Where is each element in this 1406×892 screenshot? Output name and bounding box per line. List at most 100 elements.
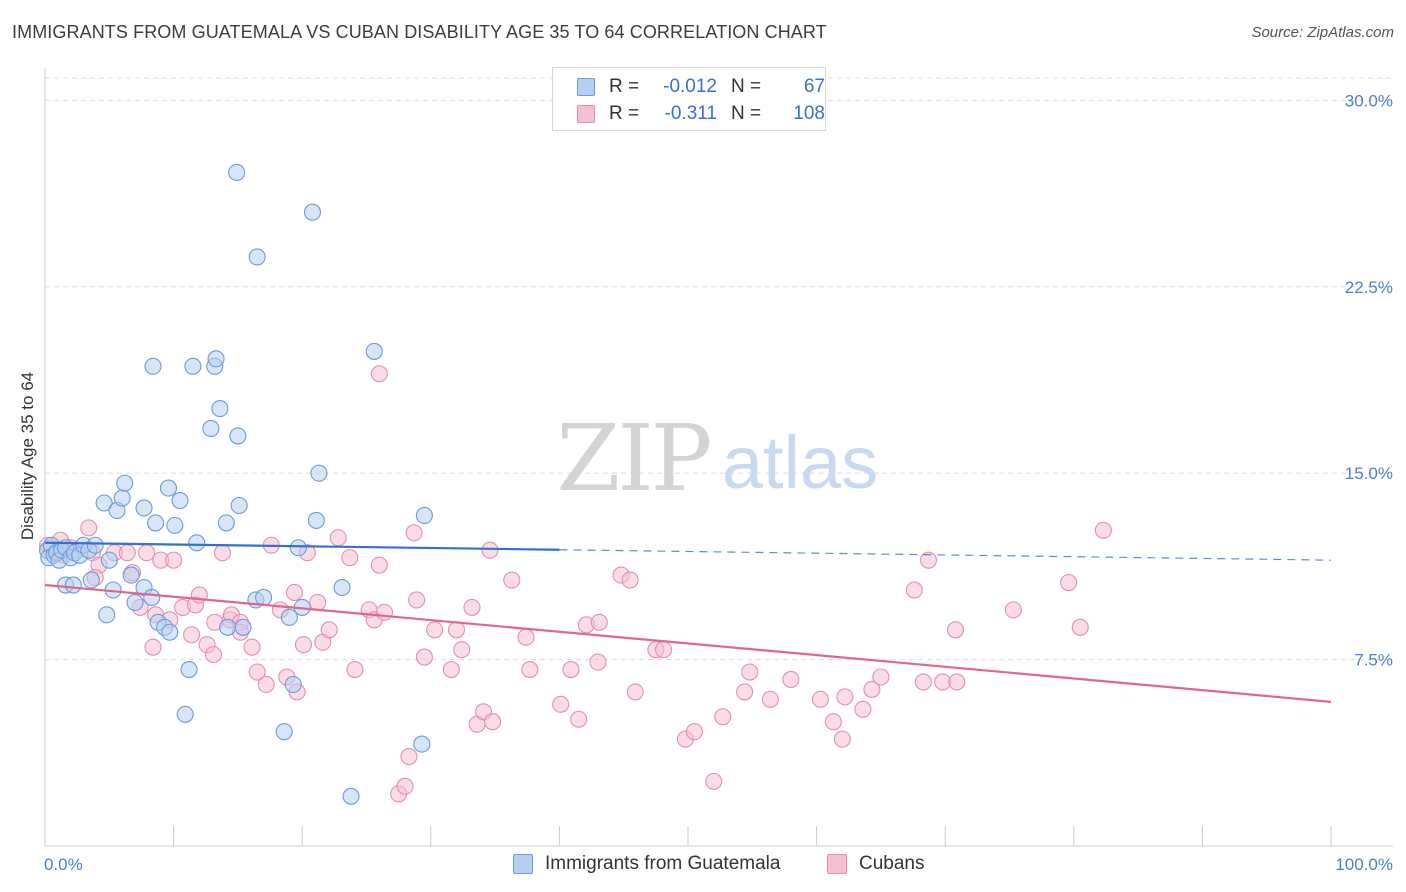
trend-lines (44, 541, 1332, 703)
data-point (248, 663, 266, 681)
legend-r-value: -0.012 (663, 76, 717, 97)
data-point (370, 365, 388, 383)
data-point (481, 541, 499, 559)
data-point (426, 621, 444, 639)
data-point (914, 673, 932, 691)
data-point (126, 593, 144, 611)
y-tick-label: 7.5% (1354, 651, 1393, 670)
data-point (95, 494, 113, 512)
data-point (138, 544, 156, 562)
data-point (207, 350, 225, 368)
data-point (370, 556, 388, 574)
legend-r-label: R = (609, 103, 640, 124)
data-point (80, 519, 98, 537)
data-point (255, 588, 273, 607)
data-point (854, 700, 872, 718)
data-point (147, 514, 165, 532)
data-point (836, 688, 854, 706)
data-point (183, 626, 201, 644)
data-point (171, 491, 189, 510)
legend-n-label: N = (731, 103, 762, 124)
data-point (82, 571, 100, 589)
bottom-legend-swatch-pink (827, 854, 847, 874)
legend: R = -0.012 N = 67 R = -0.311 N = 108 (552, 67, 826, 131)
legend-swatch-pink (577, 105, 595, 123)
bottom-legend: Immigrants from Guatemala Cubans (0, 852, 1406, 878)
watermark: ZIP atlas (556, 405, 878, 512)
data-point (303, 203, 322, 221)
bottom-legend-label: Cubans (859, 853, 925, 874)
data-point (405, 524, 423, 542)
data-point (562, 660, 580, 679)
data-point (116, 474, 134, 492)
data-point (86, 536, 104, 554)
data-point (285, 583, 304, 602)
data-point (329, 529, 347, 547)
data-point (413, 735, 431, 753)
data-point (415, 506, 433, 524)
data-point (503, 571, 521, 589)
data-point (714, 708, 732, 726)
data-point (289, 539, 307, 557)
data-point (202, 419, 220, 437)
data-point (161, 623, 179, 641)
data-point (135, 499, 153, 517)
data-point (180, 660, 198, 679)
data-point (626, 683, 644, 701)
data-point (946, 621, 965, 639)
data-point (184, 357, 202, 375)
source-label: Source: ZipAtlas.com (1251, 24, 1394, 41)
data-point (517, 628, 535, 646)
y-tick-label: 30.0% (1345, 91, 1393, 110)
data-point (211, 400, 229, 418)
series-guatemala (39, 163, 433, 805)
trend-line-guatemala-projected (559, 549, 1332, 561)
data-point (176, 705, 194, 723)
data-point (188, 534, 206, 552)
legend-n-label: N = (731, 76, 762, 97)
data-point (342, 787, 360, 805)
data-point (655, 641, 673, 659)
data-point (243, 638, 261, 656)
data-point (275, 723, 293, 741)
data-point (219, 618, 237, 636)
data-point (217, 514, 235, 532)
data-point (228, 163, 246, 181)
x-tick-label: 100.0% (1335, 855, 1393, 874)
data-point (905, 581, 923, 599)
data-point (782, 670, 800, 689)
data-point (872, 668, 890, 686)
data-point (685, 723, 703, 741)
data-point (159, 479, 178, 497)
data-point (98, 606, 116, 624)
data-point (1094, 521, 1112, 539)
data-point (122, 566, 140, 584)
data-point (248, 248, 266, 266)
data-point (280, 608, 298, 626)
data-point (346, 660, 364, 679)
data-point (100, 551, 118, 569)
data-point (284, 675, 302, 693)
y-tick-label: 15.0% (1345, 464, 1393, 483)
data-point (375, 603, 394, 621)
data-point (948, 673, 966, 691)
data-point (442, 660, 460, 679)
x-tick-label: 0.0% (44, 855, 83, 874)
watermark-atlas: atlas (722, 421, 878, 504)
bottom-legend-swatch-blue (513, 854, 533, 874)
watermark-zip: ZIP (556, 405, 709, 512)
data-point (590, 613, 608, 631)
data-point (396, 777, 414, 795)
data-point (118, 544, 136, 562)
chart-title: IMMIGRANTS FROM GUATEMALA VS CUBAN DISAB… (12, 22, 827, 42)
data-point (863, 680, 881, 698)
data-point (213, 544, 232, 562)
data-point (570, 710, 588, 728)
trend-line-guatemala (44, 541, 560, 551)
data-point (736, 683, 754, 701)
data-point (113, 489, 131, 507)
data-point (447, 621, 466, 639)
data-point (811, 690, 830, 708)
legend-n-value: 108 (793, 103, 825, 124)
